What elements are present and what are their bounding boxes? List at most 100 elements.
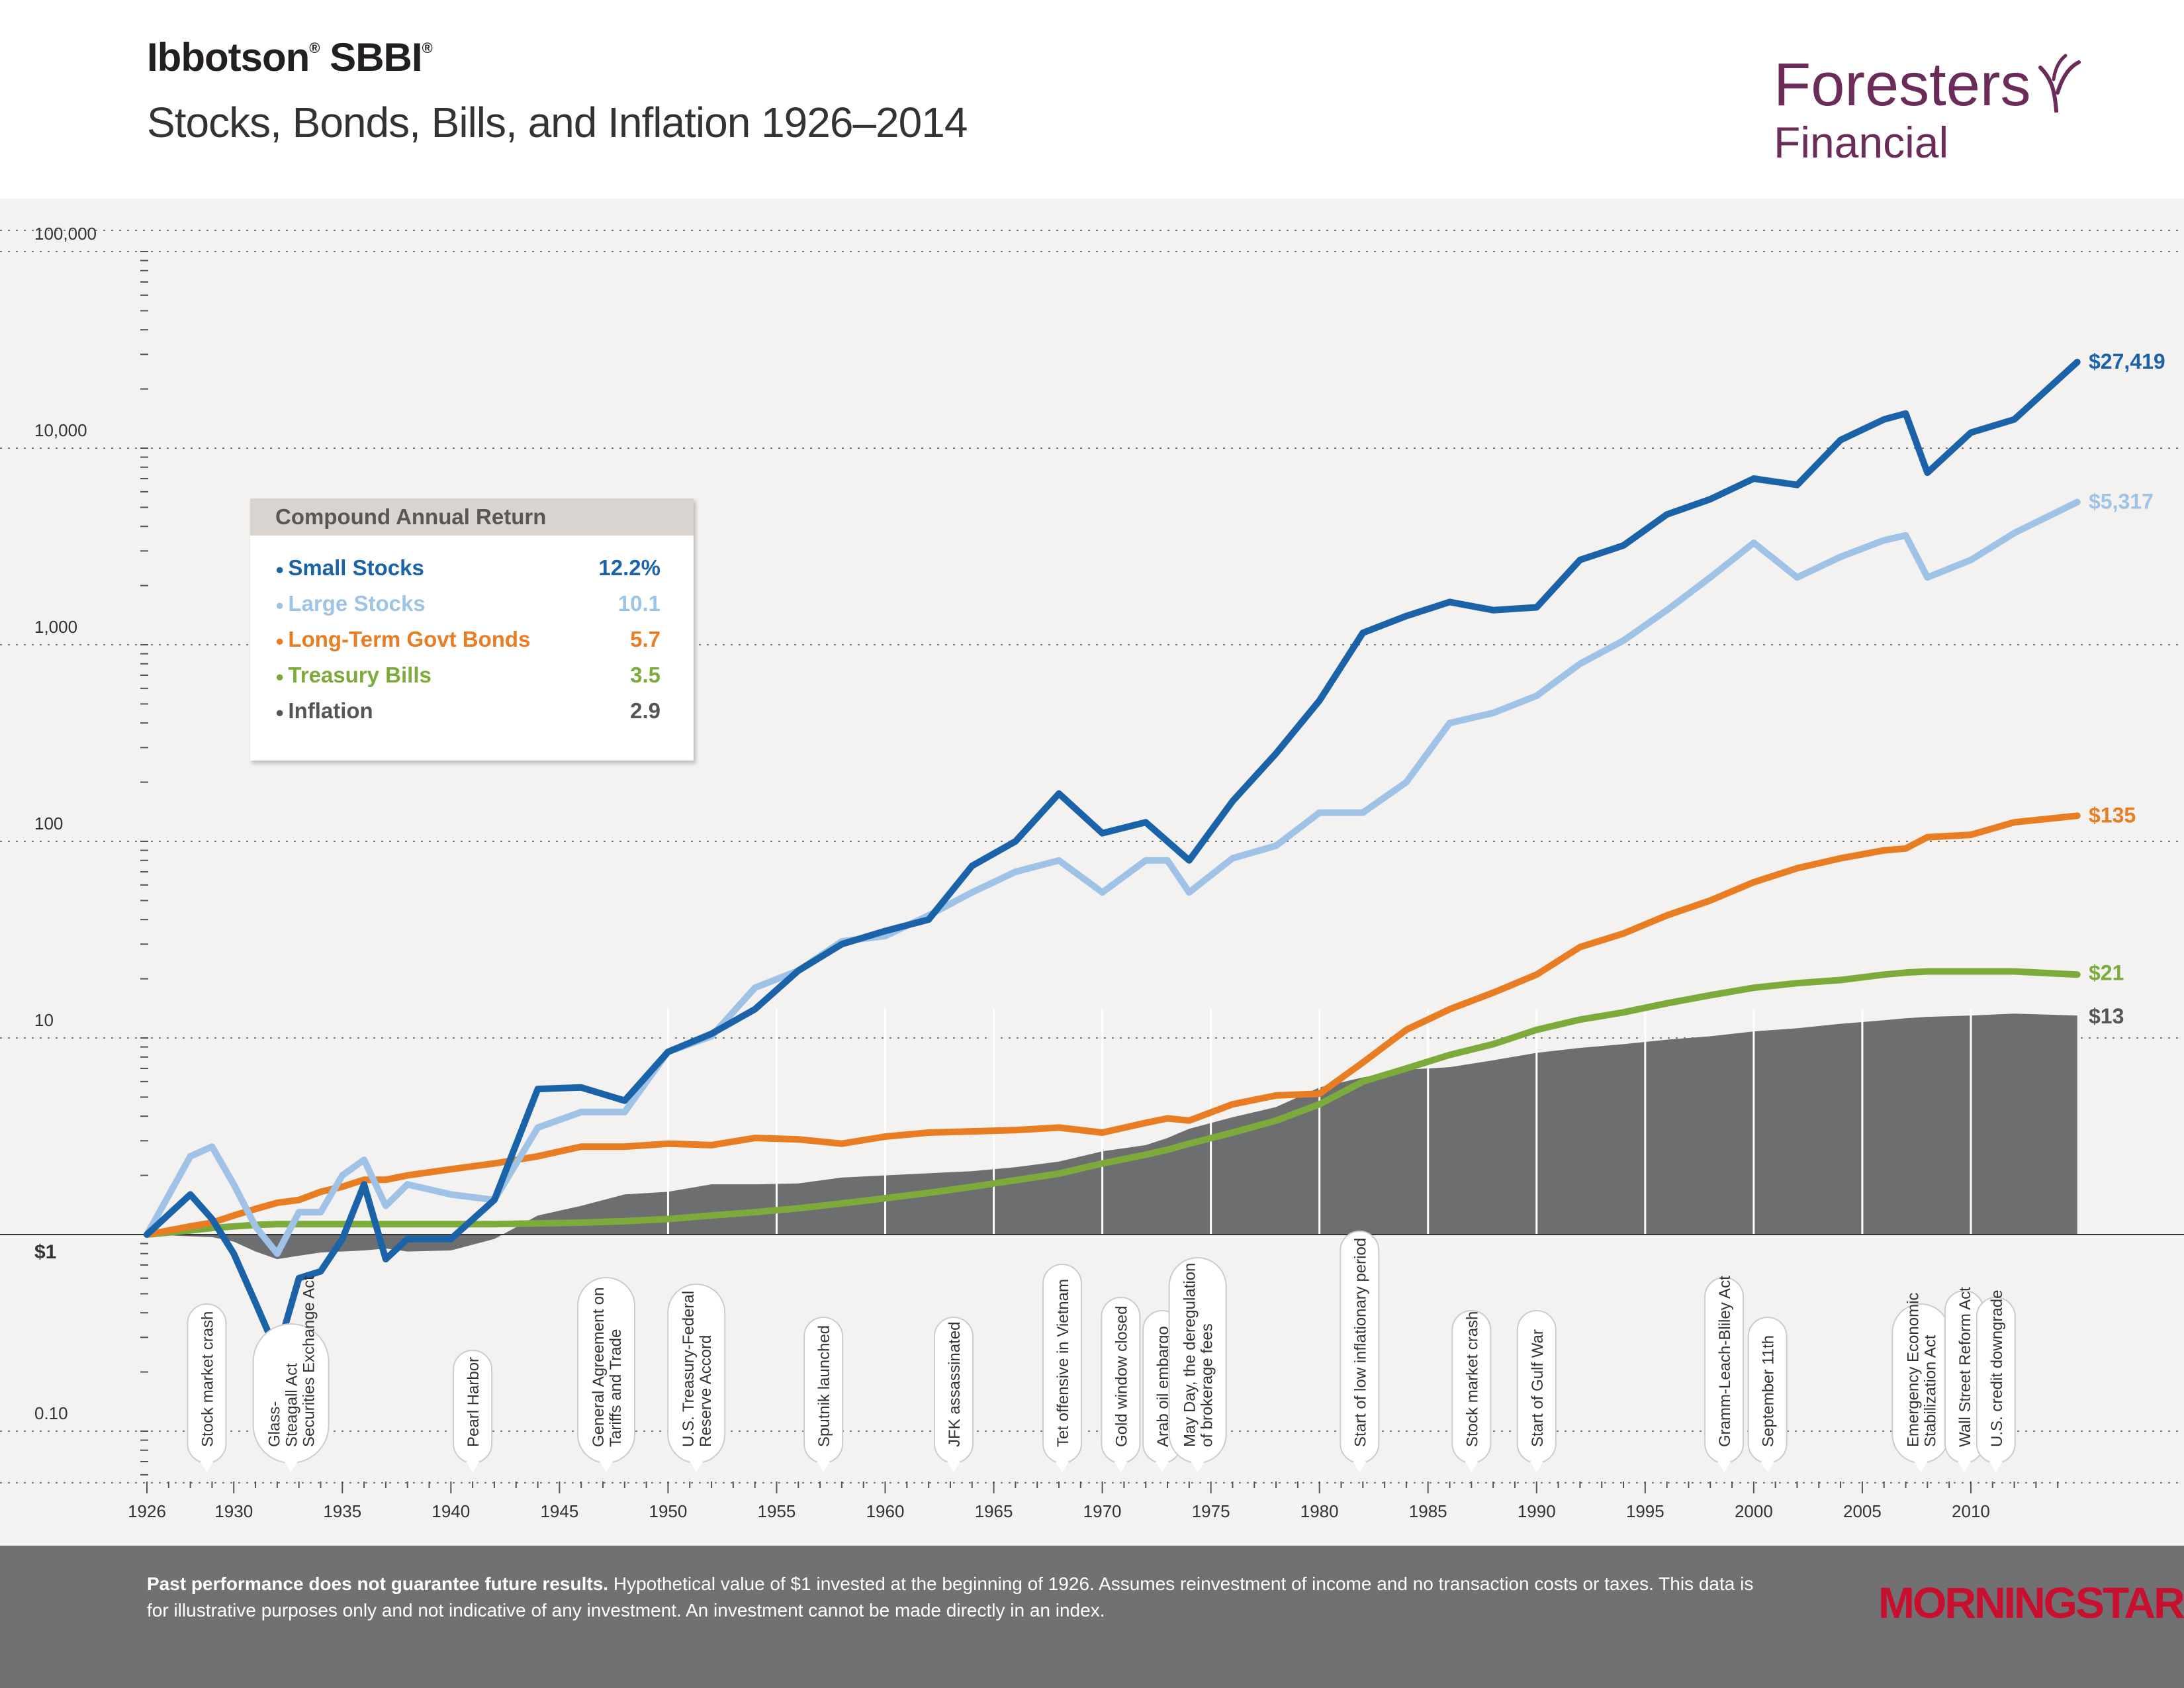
event-pointer <box>690 1462 704 1472</box>
event-label-line: Glass- <box>266 1401 284 1447</box>
event-pointer <box>1989 1462 2003 1472</box>
event-label-line: Gramm-Leach-Bliley Act <box>1716 1276 1734 1447</box>
end-label-inflation: $13 <box>2089 1004 2124 1028</box>
event-label-line: of brokerage fees <box>1199 1323 1216 1447</box>
end-label-small: $27,419 <box>2089 350 2165 373</box>
event-label: Glass-Steagall ActSecurities Exchange Ac… <box>266 1276 318 1447</box>
series-line-bonds <box>144 812 2081 1238</box>
title-sbbi: SBBI <box>319 35 422 79</box>
x-tick-label: 1995 <box>1626 1501 1664 1521</box>
event-label-line: May Day, the deregulation <box>1181 1263 1199 1447</box>
event-pointer <box>466 1462 480 1472</box>
event-label-line: Reserve Accord <box>697 1335 715 1447</box>
event-callout: JFK assassinated <box>933 1317 974 1472</box>
event-pointer <box>1353 1462 1367 1472</box>
x-tick-label: 1926 <box>128 1501 166 1521</box>
event-label-line: Sputnik launched <box>815 1325 833 1447</box>
event-label: September 11th <box>1760 1335 1778 1447</box>
y-tick-label: 1,000 <box>34 617 77 637</box>
end-label-large: $5,317 <box>2089 489 2154 513</box>
legend-value: 12.2% <box>598 555 660 580</box>
event-label: Tet offensive in Vietnam <box>1054 1279 1072 1447</box>
footer: Past performance does not guarantee futu… <box>0 1546 2184 1688</box>
event-callout: Gramm-Leach-Bliley Act <box>1704 1276 1745 1472</box>
legend-label: Treasury Bills <box>288 663 432 687</box>
event-label: U.S. credit downgrade <box>1988 1290 2006 1447</box>
event-label-line: September 11th <box>1760 1335 1778 1447</box>
event-callout: General Agreement onTariffs and Trade <box>576 1277 635 1472</box>
event-callout: Pearl Harbor <box>453 1350 493 1472</box>
legend-dot-icon: ● <box>275 704 289 721</box>
x-tick-label: 1965 <box>975 1501 1013 1521</box>
event-pointer <box>1114 1462 1128 1472</box>
event-label: General Agreement onTariffs and Trade <box>590 1288 625 1448</box>
series-line-large <box>144 498 2081 1257</box>
legend-label: Inflation <box>288 698 373 723</box>
x-tick-label: 1930 <box>214 1501 253 1521</box>
y-tick-label: 10 <box>34 1010 54 1030</box>
legend-item: ● Large Stocks <box>275 591 426 616</box>
event-pointer <box>1055 1462 1069 1472</box>
morningstar-logo: MORNINGSTAR <box>1878 1578 2184 1627</box>
event-label-line: Tet offensive in Vietnam <box>1054 1279 1072 1447</box>
event-label: Emergency EconomicStabilization Act <box>1904 1293 1939 1447</box>
event-callout: Sputnik launched <box>803 1317 844 1472</box>
event-pointer <box>1717 1462 1731 1472</box>
event-callout: U.S. Treasury-FederalReserve Accord <box>667 1284 726 1472</box>
event-label-line: JFK assassinated <box>946 1322 964 1447</box>
disclaimer-bold: Past performance does not guarantee futu… <box>147 1573 609 1594</box>
end-label-bills: $21 <box>2089 961 2124 984</box>
x-tick-label: 2005 <box>1843 1501 1882 1521</box>
legend-value: 5.7 <box>630 627 660 651</box>
event-label-line: Gold window closed <box>1113 1306 1130 1447</box>
event-pointer <box>284 1462 298 1472</box>
sprout-logo-icon <box>2038 54 2081 113</box>
x-tick-label: 1960 <box>866 1501 905 1521</box>
event-pointer <box>1191 1462 1205 1472</box>
disclaimer: Past performance does not guarantee futu… <box>147 1571 1768 1624</box>
y-tick-label: 10,000 <box>34 420 87 440</box>
event-callout: Stock market crash <box>1451 1310 1492 1472</box>
x-tick-label: 1985 <box>1409 1501 1447 1521</box>
event-label-line: Securities Exchange Act <box>300 1276 318 1447</box>
legend-value: 3.5 <box>630 663 660 687</box>
event-label: Stock market crash <box>1463 1311 1481 1447</box>
legend-item: ● Small Stocks <box>275 555 424 581</box>
event-label-line: Pearl Harbor <box>465 1357 482 1447</box>
event-label-line: Start of Gulf War <box>1529 1329 1547 1447</box>
series-line-small <box>144 358 2081 1356</box>
event-label: JFK assassinated <box>946 1322 964 1447</box>
registered-mark: ® <box>309 40 320 56</box>
x-tick-label: 2010 <box>1952 1501 1990 1521</box>
event-callout: September 11th <box>1747 1317 1788 1472</box>
event-label-line: Emergency Economic <box>1904 1293 1922 1447</box>
legend-item: ● Inflation <box>275 698 373 724</box>
x-tick-label: 1945 <box>540 1501 578 1521</box>
event-callout: Emergency EconomicStabilization Act <box>1891 1293 1950 1472</box>
event-label-line: Stabilization Act <box>1921 1335 1939 1447</box>
event-label: Sputnik launched <box>815 1325 833 1447</box>
event-label-line: Start of low inflationary period <box>1351 1238 1369 1447</box>
legend-label: Small Stocks <box>288 555 424 580</box>
event-label: Start of Gulf War <box>1529 1329 1547 1447</box>
event-label-line: Wall Street Reform Act <box>1956 1287 1974 1447</box>
x-tick-label: 1980 <box>1300 1501 1339 1521</box>
legend-dot-icon: ● <box>275 596 289 614</box>
end-label-bonds: $135 <box>2089 803 2136 827</box>
event-label-line: U.S. Treasury-Federal <box>680 1291 698 1447</box>
event-pointer <box>200 1462 214 1472</box>
title-ibbotson: Ibbotson <box>147 35 310 79</box>
y-tick-label: $1 <box>34 1241 56 1263</box>
legend: Compound Annual Return ● Small Stocks 12.… <box>250 498 694 761</box>
event-callout: Start of Gulf War <box>1516 1310 1557 1472</box>
legend-value: 10.1 <box>617 591 660 616</box>
event-label-line: General Agreement on <box>590 1288 608 1448</box>
event-label: Gold window closed <box>1113 1306 1130 1447</box>
event-label-line: Stock market crash <box>199 1311 216 1447</box>
series-line-bills <box>144 968 2081 1238</box>
event-label: Gramm-Leach-Bliley Act <box>1716 1276 1734 1447</box>
growth-chart: 100,000 10,000 1,000 100 10 $1 0.10 1926 1930 19… <box>0 224 2184 1521</box>
disclaimer-body: Hypothetical value of $1 invested at the… <box>147 1573 1754 1620</box>
event-label: Pearl Harbor <box>465 1357 482 1447</box>
y-tick-label: 100,000 <box>34 224 97 244</box>
